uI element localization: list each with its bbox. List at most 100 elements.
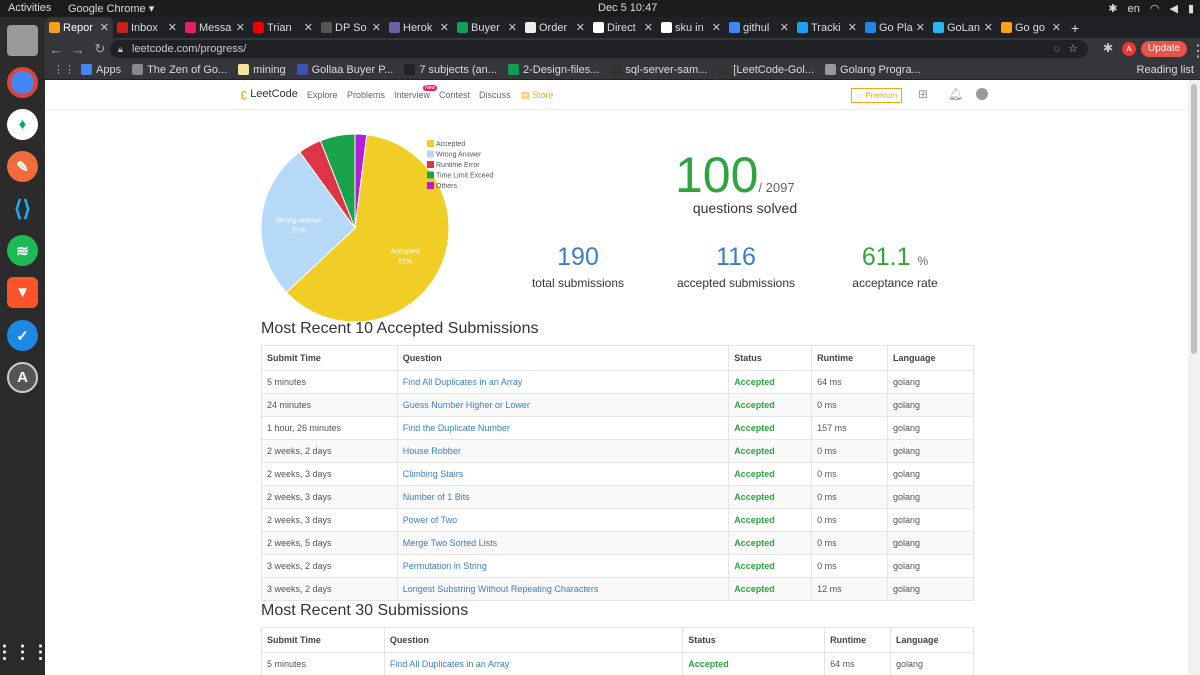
user-avatar[interactable] [976,88,988,100]
tab-close-icon[interactable]: ✕ [507,22,517,34]
tab-close-icon[interactable]: ✕ [779,22,789,34]
question-link[interactable]: Find the Duplicate Number [396,416,730,440]
tab-close-icon[interactable]: ✕ [847,22,857,34]
extensions-icon[interactable]: ✱ [1103,41,1114,55]
bookmark-star-icon[interactable]: ☆ [1068,43,1078,55]
browser-tab[interactable]: githul ✕ [725,17,793,38]
activities-button[interactable]: Activities [8,2,52,14]
tab-close-icon[interactable]: ✕ [235,22,245,34]
tab-close-icon[interactable]: ✕ [303,22,313,34]
bookmark-item[interactable]: [LeetCode-Gol... [718,64,814,76]
address-bar[interactable]: 🔒︎ leetcode.com/progress/ ◌ ☆ [110,40,1088,58]
scrollbar-thumb[interactable] [1191,84,1197,354]
bookmark-item[interactable]: sql-server-sam... [610,64,707,76]
status-cell[interactable]: Accepted [728,531,813,555]
legend-label[interactable]: Others [436,183,458,190]
nav-problems[interactable]: Problems [347,90,386,100]
status-cell[interactable]: Accepted [682,652,826,675]
reading-list-button[interactable]: Reading list [1136,64,1194,76]
status-cell[interactable]: Accepted [728,508,813,532]
profile-avatar[interactable]: A [1122,42,1136,56]
bookmark-item[interactable]: 2-Design-files... [507,64,599,76]
software-updater-icon[interactable]: A [7,362,38,393]
browser-tab[interactable]: Go Pla ✕ [861,17,929,38]
question-link[interactable]: Guess Number Higher or Lower [396,393,730,417]
vscode-icon[interactable]: ⟨⟩ [7,193,38,224]
system-tray[interactable]: ✱ en ◠ ◀ ▮ [1108,2,1194,16]
status-cell[interactable]: Accepted [728,462,813,486]
question-link[interactable]: House Robber [396,439,730,463]
pie-slice-others[interactable] [354,133,368,229]
tracking-icon[interactable]: ◌ [1053,43,1060,55]
playground-icon[interactable]: ⊞ [918,87,929,101]
bookmark-item[interactable]: Golang Progra... [825,64,921,76]
mongodb-icon[interactable]: ♦ [7,109,38,140]
question-link[interactable]: Permutation in String [396,554,730,578]
nav-store[interactable]: ▤ Store [521,90,554,100]
tab-close-icon[interactable]: ✕ [711,22,721,34]
menu-icon[interactable]: ⋮ [1190,43,1200,60]
brave-icon[interactable]: ▼ [7,277,38,308]
browser-tab[interactable]: Order ✕ [521,17,589,38]
browser-tab[interactable]: GoLan ✕ [929,17,997,38]
bookmark-item[interactable]: Gollaa Buyer P... [296,64,393,76]
reload-icon[interactable]: ↻ [94,41,106,56]
legend-label[interactable]: Wrong Answer [436,152,482,159]
language-indicator[interactable]: en [1127,2,1140,15]
status-cell[interactable]: Accepted [728,370,813,394]
status-cell[interactable]: Accepted [728,439,813,463]
tab-close-icon[interactable]: ✕ [371,22,381,34]
clock[interactable]: Dec 5 10:47 [598,2,658,14]
bookmark-item[interactable]: 7 subjects (an... [404,64,497,76]
question-link[interactable]: Power of Two [396,508,730,532]
pie-slice-accepted[interactable] [285,134,450,323]
question-link[interactable]: Find All Duplicates in an Array [396,370,730,394]
notification-bell-icon[interactable]: 🔔︎ [948,87,964,101]
question-link[interactable]: Merge Two Sorted Lists [396,531,730,555]
browser-tab[interactable]: Repor ✕ [45,17,113,38]
question-link[interactable]: Climbing Stairs [396,462,730,486]
new-tab-icon[interactable]: + [1071,19,1080,36]
legend-label[interactable]: Runtime Error [436,162,480,169]
browser-tab[interactable]: Buyer ✕ [453,17,521,38]
leetcode-logo[interactable]: ʗ LeetCode [241,88,298,100]
browser-tab[interactable]: Go go ✕ [997,17,1065,38]
browser-tab[interactable]: Direct ✕ [589,17,657,38]
pie-slice-wrong-answer[interactable] [260,151,356,294]
nav-contest[interactable]: Contest [439,90,471,100]
browser-tab[interactable]: sku in ✕ [657,17,725,38]
app-menu[interactable]: Google Chrome ▾ [68,3,155,15]
question-link[interactable]: Find All Duplicates in an Array [383,652,684,675]
browser-tab[interactable]: Tracki ✕ [793,17,861,38]
back-icon[interactable]: ← [49,41,63,57]
tab-close-icon[interactable]: ✕ [575,22,585,34]
question-link[interactable]: Longest Substring Without Repeating Char… [396,577,730,601]
bookmark-item[interactable]: mining [238,64,286,76]
tab-close-icon[interactable]: ✕ [643,22,653,34]
nav-interview[interactable]: Interview [394,90,431,100]
browser-tab[interactable]: Herok ✕ [385,17,453,38]
postman-icon[interactable]: ✎ [7,151,38,182]
forward-icon[interactable]: → [71,41,85,57]
tab-close-icon[interactable]: ✕ [99,22,109,34]
premium-button[interactable]: ☆ Premium [851,88,902,103]
nav-explore[interactable]: Explore [307,90,338,100]
legend-label[interactable]: Accepted [436,141,465,148]
chrome-icon[interactable] [7,67,38,98]
show-apps-icon[interactable]: ⋮⋮⋮ [0,642,50,662]
browser-tab[interactable]: Messa ✕ [181,17,249,38]
spotify-icon[interactable]: ≋ [7,235,38,266]
files-icon[interactable] [7,25,38,56]
update-button[interactable]: Update [1141,41,1187,57]
browser-tab[interactable]: DP So ✕ [317,17,385,38]
legend-label[interactable]: Time Limit Exceed [436,173,493,180]
question-link[interactable]: Number of 1 Bits [396,485,730,509]
tab-close-icon[interactable]: ✕ [167,22,177,34]
todo-icon[interactable]: ✓ [7,320,38,351]
bookmark-item[interactable]: Apps [81,64,121,76]
status-cell[interactable]: Accepted [728,554,813,578]
tab-close-icon[interactable]: ✕ [1051,22,1061,34]
browser-tab[interactable]: Inbox ✕ [113,17,181,38]
status-cell[interactable]: Accepted [728,577,813,601]
browser-tab[interactable]: Trian ✕ [249,17,317,38]
